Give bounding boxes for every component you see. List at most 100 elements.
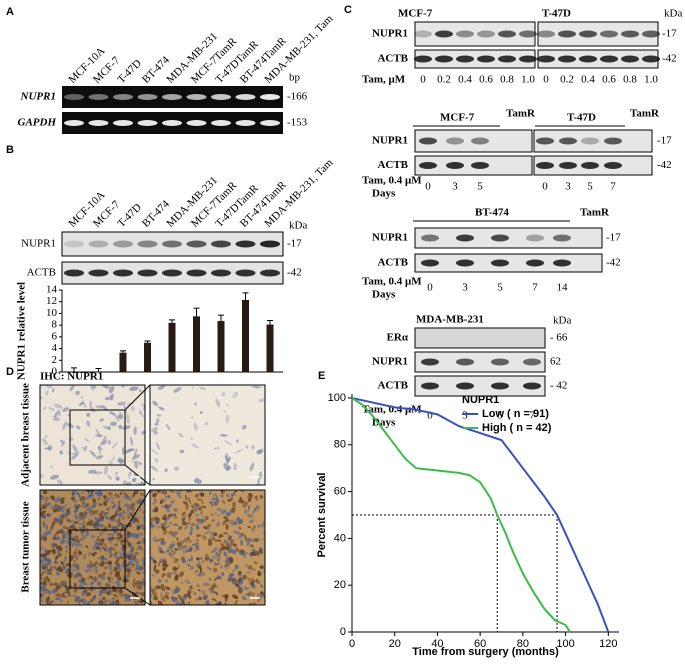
cell [190, 509, 195, 514]
cell [108, 506, 111, 509]
cell [52, 388, 55, 393]
size-label: -17 [657, 135, 672, 147]
cell [55, 593, 61, 597]
error-bar [144, 340, 151, 343]
cell [112, 597, 116, 600]
cell [136, 571, 141, 575]
cell [204, 594, 209, 600]
cell [224, 566, 229, 571]
cell [95, 502, 99, 505]
cell [224, 557, 230, 564]
cell [247, 537, 252, 543]
cell [173, 557, 178, 564]
blot-band [491, 259, 509, 267]
blot [414, 375, 546, 397]
cell [215, 500, 220, 505]
cell [190, 555, 193, 562]
cell [86, 420, 91, 427]
panel-label: D [6, 366, 14, 378]
cell [61, 592, 65, 596]
cell [130, 460, 141, 463]
blot-band [523, 358, 541, 366]
cell [153, 506, 159, 513]
cell [198, 506, 202, 511]
cell [150, 586, 154, 592]
cell [158, 406, 165, 411]
cell [59, 528, 64, 532]
cell [102, 511, 108, 516]
blot-band [435, 55, 453, 63]
cell [108, 564, 113, 571]
row-label: NUPR1 [20, 91, 56, 103]
cell [162, 529, 168, 536]
cell [246, 542, 250, 546]
cell [223, 516, 226, 519]
cell [195, 513, 200, 517]
cell [228, 573, 234, 577]
cell [165, 520, 168, 523]
cell [182, 594, 188, 601]
gel-band [64, 94, 84, 100]
cell [103, 425, 106, 430]
cell [126, 563, 130, 567]
cell [89, 560, 92, 564]
cell [252, 602, 257, 605]
row-label: NUPR1 [372, 356, 408, 368]
gel-band [137, 94, 158, 100]
cell [115, 543, 119, 546]
cell [116, 413, 123, 419]
cell [86, 563, 91, 569]
cell [132, 563, 135, 566]
cell [75, 572, 82, 578]
cell [257, 570, 262, 577]
cell [247, 514, 251, 517]
y-tick-label: 60 [334, 486, 346, 498]
blot-band [414, 55, 432, 63]
cell [45, 601, 51, 605]
lane-value: 0.6 [602, 74, 616, 86]
cell [83, 438, 91, 443]
cell [142, 580, 145, 585]
cell [73, 551, 78, 556]
cell [193, 422, 198, 431]
panel-label: A [6, 6, 14, 18]
blot-band [604, 137, 622, 145]
cell [132, 582, 136, 588]
cell [194, 507, 199, 512]
cell [161, 505, 166, 508]
cell [176, 492, 182, 499]
cell [225, 517, 229, 522]
cell [177, 564, 180, 569]
blot [537, 21, 659, 47]
cell [137, 498, 144, 501]
cell [55, 588, 59, 593]
cell [208, 577, 212, 581]
cell [202, 582, 210, 587]
y-tick-label: 0 [52, 366, 58, 378]
cell [178, 525, 183, 531]
cell [238, 534, 243, 539]
blot-band [642, 30, 660, 38]
cell [228, 508, 234, 515]
cell [239, 585, 244, 592]
cell [173, 466, 180, 471]
cell [117, 401, 126, 406]
panel-label: C [344, 4, 352, 16]
cell [243, 586, 248, 591]
size-label: 62 [550, 356, 561, 368]
cell [113, 594, 119, 598]
cell [64, 513, 68, 519]
blot-band [536, 137, 554, 145]
lane-value: 0.8 [500, 74, 514, 86]
cell [240, 518, 243, 521]
cell [187, 498, 192, 504]
cell [187, 601, 191, 605]
cell [88, 564, 93, 570]
cell [83, 445, 88, 452]
cell [109, 411, 117, 416]
cell [106, 533, 114, 536]
cell [187, 490, 192, 493]
cell [173, 531, 178, 536]
group-label: TamR [580, 207, 610, 219]
blot-band [419, 137, 437, 145]
